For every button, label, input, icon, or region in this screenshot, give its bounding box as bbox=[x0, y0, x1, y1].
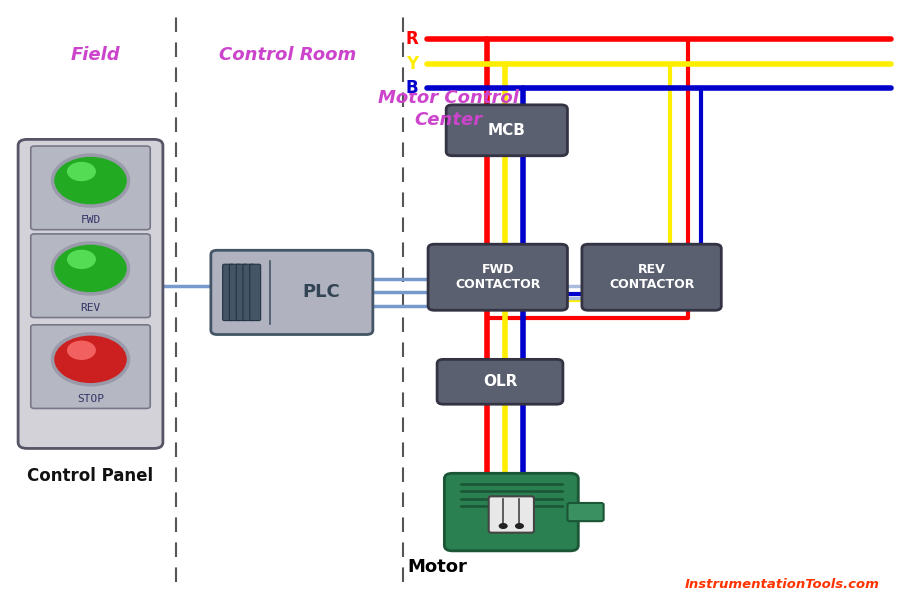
Text: Y: Y bbox=[406, 55, 418, 73]
Text: FWD: FWD bbox=[81, 215, 100, 225]
FancyBboxPatch shape bbox=[444, 473, 578, 551]
FancyBboxPatch shape bbox=[428, 244, 567, 310]
Text: FWD
CONTACTOR: FWD CONTACTOR bbox=[455, 263, 540, 291]
FancyBboxPatch shape bbox=[230, 264, 241, 321]
Text: Field: Field bbox=[71, 45, 119, 64]
Circle shape bbox=[499, 523, 508, 529]
Text: R: R bbox=[405, 30, 418, 48]
Circle shape bbox=[52, 334, 129, 385]
Text: OLR: OLR bbox=[483, 375, 517, 389]
Text: REV
CONTACTOR: REV CONTACTOR bbox=[609, 263, 694, 291]
Text: STOP: STOP bbox=[77, 394, 104, 404]
Text: B: B bbox=[405, 79, 418, 97]
Text: InstrumentationTools.com: InstrumentationTools.com bbox=[685, 578, 880, 591]
Text: MCB: MCB bbox=[488, 123, 526, 138]
Circle shape bbox=[515, 523, 524, 529]
FancyBboxPatch shape bbox=[489, 496, 534, 533]
FancyBboxPatch shape bbox=[243, 264, 253, 321]
Text: Control Room: Control Room bbox=[219, 45, 357, 64]
Circle shape bbox=[67, 250, 96, 269]
Circle shape bbox=[67, 162, 96, 181]
Circle shape bbox=[52, 155, 129, 206]
FancyBboxPatch shape bbox=[211, 250, 373, 335]
Text: Motor Control
Center: Motor Control Center bbox=[377, 89, 519, 129]
FancyBboxPatch shape bbox=[236, 264, 247, 321]
Text: REV: REV bbox=[81, 303, 100, 313]
FancyBboxPatch shape bbox=[446, 105, 567, 156]
FancyBboxPatch shape bbox=[31, 325, 150, 408]
FancyBboxPatch shape bbox=[31, 146, 150, 230]
FancyBboxPatch shape bbox=[567, 503, 604, 521]
Circle shape bbox=[67, 341, 96, 360]
FancyBboxPatch shape bbox=[18, 139, 163, 448]
FancyBboxPatch shape bbox=[250, 264, 261, 321]
FancyBboxPatch shape bbox=[582, 244, 721, 310]
FancyBboxPatch shape bbox=[437, 359, 563, 404]
FancyBboxPatch shape bbox=[31, 234, 150, 318]
Text: Motor: Motor bbox=[407, 558, 467, 576]
FancyBboxPatch shape bbox=[223, 264, 233, 321]
Circle shape bbox=[52, 243, 129, 294]
Text: Control Panel: Control Panel bbox=[27, 467, 154, 485]
Text: PLC: PLC bbox=[302, 284, 340, 301]
